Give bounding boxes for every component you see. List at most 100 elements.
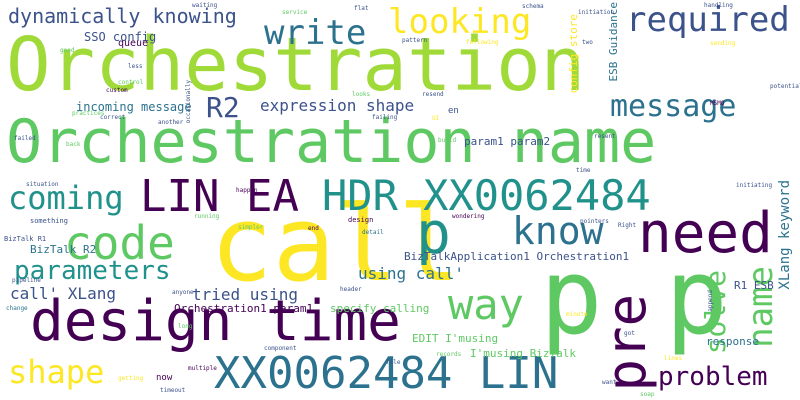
cloud-word: header xyxy=(340,286,362,293)
cloud-word: component xyxy=(264,345,297,352)
cloud-word: know xyxy=(512,209,604,253)
cloud-word: back xyxy=(66,141,81,148)
cloud-word: way xyxy=(448,280,524,329)
cloud-word: LIN EA xyxy=(140,171,299,222)
cloud-word: call xyxy=(210,183,461,305)
cloud-word: Orchestration1 param1 xyxy=(174,302,314,315)
cloud-word: BizTalk R1 xyxy=(4,235,47,243)
cloud-word: BizTalk R2 xyxy=(30,243,97,256)
cloud-word: param1 param2 xyxy=(464,135,551,148)
cloud-word: en xyxy=(448,106,459,116)
cloud-word: design time xyxy=(30,289,401,354)
cloud-word: looking xyxy=(388,2,532,42)
cloud-word: soap xyxy=(640,391,655,398)
cloud-word: running xyxy=(194,213,220,220)
cloud-word: detail xyxy=(362,229,384,236)
cloud-word: resent xyxy=(594,133,616,140)
cloud-word: XLang keyword xyxy=(777,180,793,290)
cloud-word: using call' xyxy=(358,264,464,283)
cloud-word: end xyxy=(308,225,319,232)
cloud-word: problem xyxy=(658,362,768,392)
cloud-word: message xyxy=(610,89,737,124)
cloud-word: getting xyxy=(118,375,144,382)
cloud-word: looks xyxy=(352,91,371,98)
cloud-word: minute xyxy=(566,311,588,318)
cloud-word: change xyxy=(6,305,28,312)
cloud-word: EDIT I'musing xyxy=(412,332,499,345)
cloud-word: pattern xyxy=(402,37,428,44)
cloud-word: tried using xyxy=(192,285,298,304)
cloud-word: simpler xyxy=(238,224,264,231)
cloud-word: parameters xyxy=(14,256,171,286)
cloud-word: less xyxy=(128,63,143,70)
cloud-word: I'musing BizTalk xyxy=(470,347,576,360)
cloud-word: need xyxy=(638,201,773,266)
cloud-word: handling xyxy=(704,2,733,9)
cloud-word: occasionally xyxy=(185,80,192,124)
cloud-word: XX0062484 LIN xyxy=(214,348,559,399)
cloud-word: call' XLang xyxy=(10,284,116,303)
cloud-word: time xyxy=(576,167,591,174)
cloud-word: response xyxy=(706,335,759,348)
cloud-word: pointers xyxy=(580,218,609,225)
cloud-word: config store xyxy=(567,14,580,94)
cloud-word: waiting xyxy=(192,2,218,9)
cloud-word: another xyxy=(158,119,184,126)
cloud-word: long xyxy=(178,323,193,330)
cloud-word: following xyxy=(466,39,499,46)
cloud-word: Orchestration name xyxy=(6,107,657,177)
cloud-word: append xyxy=(707,290,714,312)
cloud-word: records xyxy=(436,351,462,358)
cloud-word: custom xyxy=(106,87,128,94)
cloud-word: initiating xyxy=(736,182,773,189)
cloud-word: pre xyxy=(595,294,658,392)
cloud-word: got xyxy=(624,330,635,337)
cloud-word: wondering xyxy=(452,213,485,220)
cloud-word: failing xyxy=(372,114,398,121)
cloud-word: R2 xyxy=(206,91,240,124)
cloud-word: coming xyxy=(8,179,124,217)
cloud-word: multiple xyxy=(188,365,217,372)
cloud-word: SSO config xyxy=(84,30,157,44)
cloud-word: specify calling xyxy=(330,302,430,315)
cloud-word: two xyxy=(582,39,593,46)
cloud-word: shape xyxy=(8,353,105,391)
cloud-word: timeout xyxy=(160,387,186,394)
cloud-word: service xyxy=(282,9,308,16)
cloud-word: flat xyxy=(354,5,369,12)
cloud-word: expression shape xyxy=(260,96,415,115)
cloud-word: Orchestration xyxy=(6,22,586,108)
cloud-word: p xyxy=(416,199,451,267)
cloud-word: initiation xyxy=(578,9,615,16)
cloud-word: happen xyxy=(236,187,258,194)
cloud-word: pipeline xyxy=(12,277,41,284)
cloud-word: incoming message xyxy=(76,100,192,114)
cloud-word: design xyxy=(348,216,374,224)
cloud-word: control xyxy=(118,79,144,86)
cloud-word: file xyxy=(386,359,401,366)
cloud-word: queue xyxy=(118,38,149,49)
cloud-word: sending xyxy=(710,40,736,47)
cloud-word: build xyxy=(438,137,457,144)
cloud-word: p p xyxy=(540,236,728,358)
cloud-word: lines xyxy=(664,355,683,362)
cloud-word: MSMQ xyxy=(710,100,725,107)
cloud-word: failed xyxy=(14,135,36,142)
cloud-word: write xyxy=(264,13,367,53)
cloud-word: UI xyxy=(432,115,440,122)
cloud-word: anyone xyxy=(172,289,194,296)
cloud-word: Right xyxy=(618,222,637,229)
cloud-word: HDR XX0062484 xyxy=(322,171,651,220)
cloud-word: now xyxy=(156,373,173,383)
cloud-word: situation xyxy=(26,181,59,188)
cloud-word: resend xyxy=(422,91,444,98)
cloud-word: required xyxy=(626,0,790,40)
cloud-word: dynamically knowing xyxy=(8,4,237,28)
cloud-word: want xyxy=(602,379,617,386)
cloud-word: schema xyxy=(522,3,544,10)
cloud-word: practices xyxy=(72,110,105,117)
cloud-word: correct xyxy=(100,114,126,121)
cloud-word: R1 ESB xyxy=(734,279,774,292)
cloud-word: code xyxy=(64,216,175,270)
